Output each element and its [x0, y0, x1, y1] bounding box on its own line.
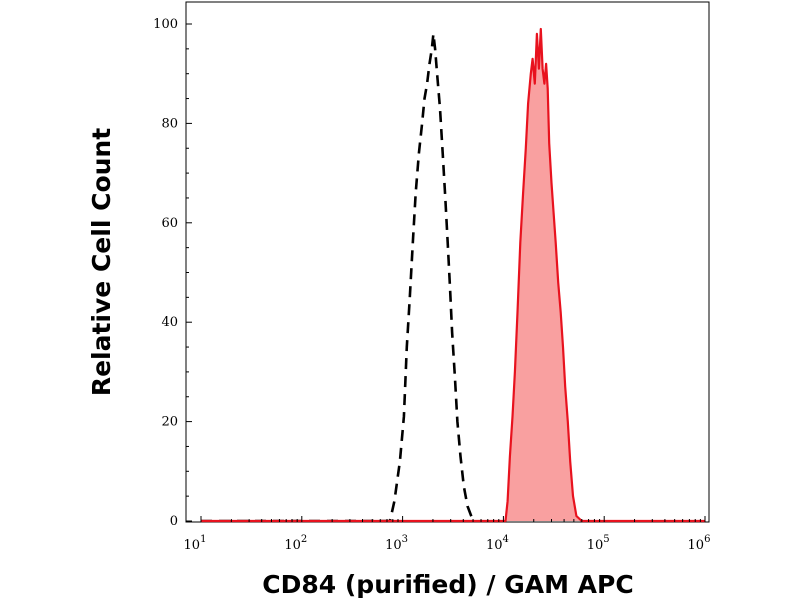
y-tick-label: 40 — [161, 315, 178, 330]
y-tick-label: 0 — [170, 514, 178, 529]
x-tick-label: 105 — [587, 534, 610, 553]
x-tick-label: 104 — [486, 534, 509, 553]
y-axis-title: Relative Cell Count — [87, 128, 116, 396]
series-line-filled — [201, 27, 705, 523]
x-tick-label: 103 — [385, 534, 408, 553]
series-line-dashed — [201, 33, 475, 523]
x-tick-label: 102 — [284, 534, 307, 553]
x-axis-title: CD84 (purified) / GAM APC — [262, 570, 633, 599]
y-tick-label: 60 — [161, 216, 178, 231]
x-tick-label: 101 — [184, 534, 207, 553]
y-tick-label: 80 — [161, 116, 178, 131]
y-tick-label: 100 — [153, 17, 178, 32]
y-tick-label: 20 — [161, 415, 178, 430]
x-tick-label: 106 — [688, 534, 711, 553]
series-fill-area — [201, 29, 705, 521]
